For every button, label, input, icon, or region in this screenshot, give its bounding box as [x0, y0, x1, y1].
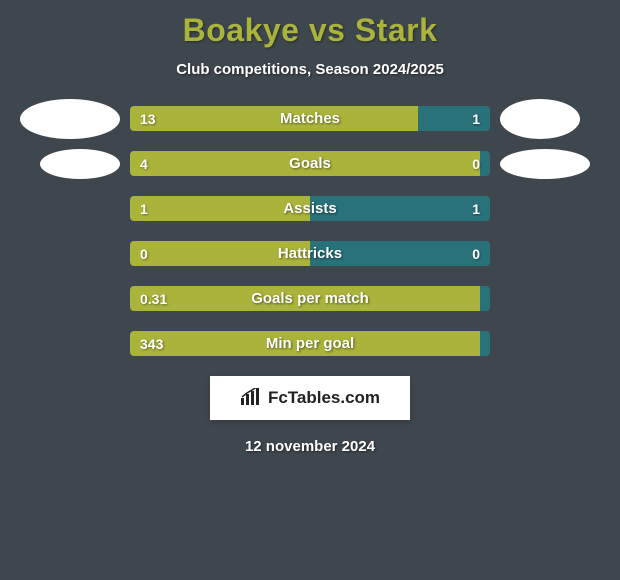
bar-left-segment: 13 [130, 106, 418, 131]
stat-row: 00Hattricks [10, 241, 610, 266]
ellipse-icon [500, 99, 580, 139]
team-badge-right [500, 163, 610, 164]
left-value: 13 [140, 111, 156, 127]
page-title: Boakye vs Stark [183, 12, 438, 49]
left-value: 4 [140, 156, 148, 172]
stat-row: 0.31Goals per match [10, 286, 610, 311]
right-value: 0 [472, 246, 480, 262]
bar-left-segment: 343 [130, 331, 480, 356]
spacer [10, 343, 120, 344]
date-label: 12 november 2024 [245, 438, 375, 455]
spacer [10, 298, 120, 299]
team-badge-left [10, 163, 120, 164]
stat-row: 11Assists [10, 196, 610, 221]
bar-left-segment: 0.31 [130, 286, 480, 311]
stat-bar: 343Min per goal [130, 331, 490, 356]
chart-icon [240, 388, 262, 409]
bar-left-segment: 1 [130, 196, 310, 221]
attribution-badge: FcTables.com [210, 376, 410, 420]
stat-bar: 40Goals [130, 151, 490, 176]
spacer [10, 208, 120, 209]
bar-right-segment [480, 331, 490, 356]
spacer [500, 253, 610, 254]
right-value: 1 [472, 201, 480, 217]
spacer [500, 343, 610, 344]
spacer [10, 253, 120, 254]
bar-right-segment: 1 [418, 106, 490, 131]
stat-bar: 00Hattricks [130, 241, 490, 266]
bar-right-segment: 1 [310, 196, 490, 221]
comparison-card: Boakye vs Stark Club competitions, Seaso… [0, 0, 620, 580]
left-value: 0 [140, 246, 148, 262]
left-value: 0.31 [140, 291, 167, 307]
team-badge-left [10, 118, 120, 119]
spacer [500, 298, 610, 299]
stat-row: 131Matches [10, 106, 610, 131]
stat-bar: 0.31Goals per match [130, 286, 490, 311]
ellipse-icon [500, 149, 590, 179]
left-value: 1 [140, 201, 148, 217]
bar-right-segment: 0 [480, 151, 490, 176]
stats-list: 131Matches40Goals11Assists00Hattricks0.3… [0, 106, 620, 356]
subtitle: Club competitions, Season 2024/2025 [176, 61, 444, 78]
stat-bar: 11Assists [130, 196, 490, 221]
ellipse-icon [20, 99, 120, 139]
bar-right-segment: 0 [310, 241, 490, 266]
bar-left-segment: 4 [130, 151, 480, 176]
right-value: 1 [472, 111, 480, 127]
stat-row: 343Min per goal [10, 331, 610, 356]
team-badge-right [500, 118, 610, 119]
left-value: 343 [140, 336, 163, 352]
bar-left-segment: 0 [130, 241, 310, 266]
attribution-text: FcTables.com [268, 388, 380, 408]
right-value: 0 [472, 156, 480, 172]
bar-right-segment [480, 286, 490, 311]
ellipse-icon [40, 149, 120, 179]
stat-row: 40Goals [10, 151, 610, 176]
stat-bar: 131Matches [130, 106, 490, 131]
spacer [500, 208, 610, 209]
